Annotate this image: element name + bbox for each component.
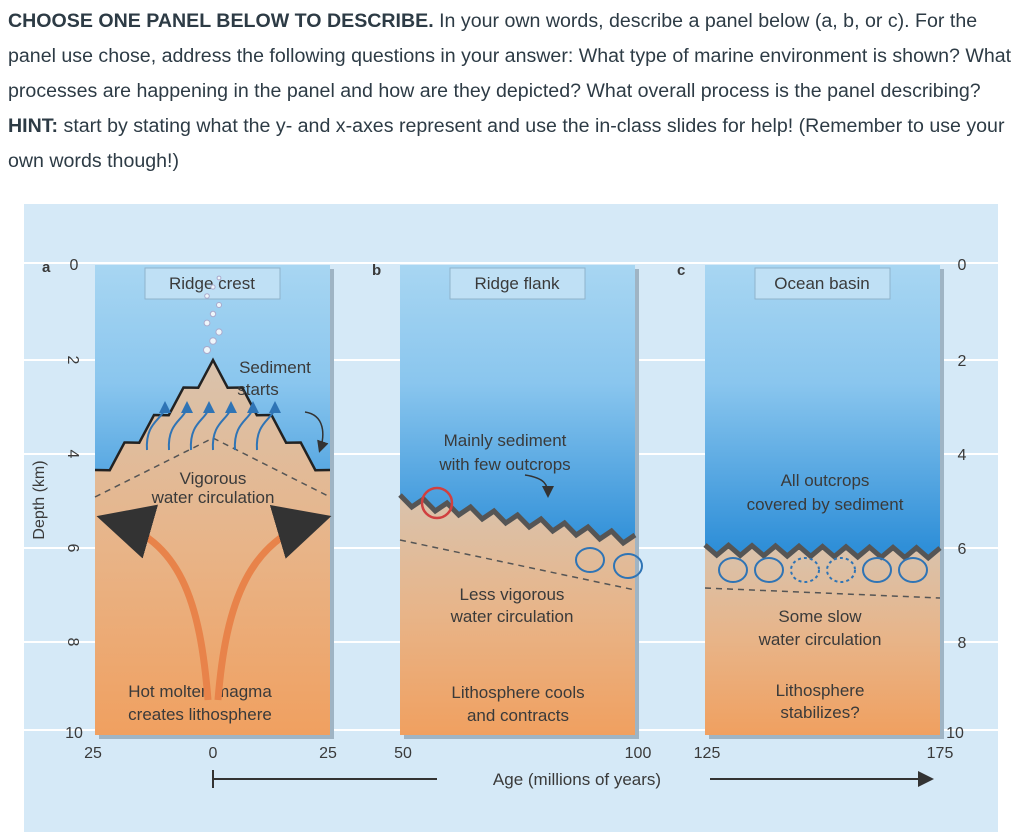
depth-tick: 10 bbox=[65, 725, 83, 742]
bubble-icon bbox=[215, 328, 223, 336]
sediment-arrow-icon bbox=[304, 411, 329, 453]
panel-title: Ridge crest bbox=[169, 274, 255, 293]
panel-annotation: with few outcrops bbox=[438, 455, 570, 474]
age-ticks: 25 0 25 50 100 125 175 bbox=[84, 745, 953, 762]
bubble-icon bbox=[203, 346, 211, 354]
panel-annotation: Less vigorous bbox=[460, 585, 565, 604]
circulation-loop-icon bbox=[754, 557, 784, 583]
circulation-loop-icon bbox=[718, 557, 748, 583]
circulation-loop-icon bbox=[790, 557, 820, 583]
panel-annotation: Sediment bbox=[239, 358, 311, 377]
depth-tick: 0 bbox=[958, 257, 967, 274]
hint-label: HINT: bbox=[8, 115, 59, 137]
circulation-loop-icon bbox=[898, 557, 928, 583]
panel-annotation: Mainly sediment bbox=[444, 431, 567, 450]
panel-annotation: Vigorous bbox=[180, 469, 247, 488]
panel-annotation: water circulation bbox=[151, 488, 275, 507]
panel-annotation: water circulation bbox=[450, 607, 574, 626]
panel-c: Ocean basin c All outcrops covered by sedim… bbox=[677, 262, 944, 739]
x-axis-label: Age (millions of years) bbox=[493, 770, 661, 789]
bubble-icon bbox=[204, 293, 210, 299]
circulation-arrow-icon bbox=[255, 401, 281, 451]
lithosphere bbox=[705, 545, 940, 735]
hint-text: start by stating what the y- and x-axes … bbox=[8, 115, 1005, 172]
y-axis-label: Depth (km) bbox=[31, 460, 48, 539]
seafloor-outline bbox=[398, 493, 637, 547]
panel-annotation: stabilizes? bbox=[780, 703, 859, 722]
panel-annotation: and contracts bbox=[467, 706, 569, 725]
panel-letter: c bbox=[677, 262, 685, 279]
depth-tick: 8 bbox=[64, 638, 81, 647]
bubble-icon bbox=[210, 284, 216, 290]
depth-tick: 2 bbox=[64, 356, 81, 365]
depth-tick: 6 bbox=[958, 541, 967, 558]
circulation-boundary bbox=[399, 539, 636, 591]
panel-annotation: water circulation bbox=[758, 630, 882, 649]
age-tick: 0 bbox=[209, 745, 218, 762]
question-lead: CHOOSE ONE PANEL BELOW TO DESCRIBE. bbox=[8, 10, 434, 32]
circulation-arrow-icon bbox=[189, 401, 215, 451]
depth-tick: 10 bbox=[946, 725, 964, 742]
age-tick: 125 bbox=[694, 745, 721, 762]
circulation-arrow-icon bbox=[211, 401, 237, 451]
panel-letter: a bbox=[42, 259, 51, 276]
panel-title-box bbox=[754, 267, 891, 300]
bubble-icon bbox=[216, 275, 222, 281]
panel-annotation: creates lithosphere bbox=[128, 705, 272, 724]
bubble-icon bbox=[209, 337, 217, 345]
bubble-icon bbox=[216, 302, 222, 308]
panel-annotation: covered by sediment bbox=[747, 495, 904, 514]
panel-annotation: Hot molten magma bbox=[128, 682, 272, 701]
age-tick: 25 bbox=[319, 745, 337, 762]
age-tick: 25 bbox=[84, 745, 102, 762]
panel-annotation: Lithosphere cools bbox=[451, 683, 584, 702]
circulation-arrow-icon bbox=[233, 401, 259, 451]
magma-arrow-icon bbox=[96, 504, 212, 701]
panel-b: Ridge flank b Mainly sediment with few outc… bbox=[372, 262, 643, 739]
panel-a: Ridge crest a Sediment starts Vigorouswater … bbox=[42, 259, 334, 739]
question-body: In your own words, describe a panel belo… bbox=[8, 10, 1012, 102]
depth-tick: 0 bbox=[70, 257, 79, 274]
panel-title-box bbox=[144, 267, 281, 300]
sediment-arrow-icon bbox=[524, 474, 554, 498]
circulation-loop-icon bbox=[826, 557, 856, 583]
depth-tick: 2 bbox=[958, 353, 967, 370]
age-tick: 100 bbox=[625, 745, 652, 762]
bubble-icon bbox=[209, 310, 217, 318]
magma-arrow-icon bbox=[214, 505, 332, 701]
panel-annotation: Some slow bbox=[778, 607, 862, 626]
question-text: CHOOSE ONE PANEL BELOW TO DESCRIBE. In y… bbox=[8, 4, 1020, 179]
circulation-loop-icon bbox=[862, 557, 892, 583]
circulation-arrow-icon bbox=[145, 401, 171, 451]
depth-ticks-right: 0 2 4 6 8 10 bbox=[946, 257, 966, 742]
panel-annotation: Lithosphere bbox=[776, 681, 865, 700]
circulation-loop-icon bbox=[613, 553, 643, 579]
depth-tick: 4 bbox=[64, 450, 81, 459]
panel-title: Ocean basin bbox=[774, 274, 869, 293]
panel-annotation: All outcrops bbox=[781, 471, 870, 490]
depth-tick: 6 bbox=[64, 544, 81, 553]
panel-letter: b bbox=[372, 262, 381, 279]
panel-title-box bbox=[449, 267, 586, 300]
depth-tick: 8 bbox=[958, 635, 967, 652]
bubble-icon bbox=[203, 319, 211, 327]
depth-tick: 4 bbox=[958, 447, 967, 464]
age-tick: 50 bbox=[394, 745, 412, 762]
seafloor-outline bbox=[94, 357, 331, 472]
outcrop-highlight-circle bbox=[420, 486, 454, 520]
seafloor-outline bbox=[703, 542, 942, 562]
age-tick: 175 bbox=[927, 745, 954, 762]
lithosphere bbox=[95, 360, 330, 735]
panel-annotation: starts bbox=[237, 380, 279, 399]
circulation-loop-icon bbox=[575, 547, 605, 573]
depth-ticks-left: 0 2 4 6 8 10 bbox=[64, 257, 83, 742]
circulation-arrow-icon bbox=[167, 401, 193, 451]
panel-title: Ridge flank bbox=[474, 274, 560, 293]
